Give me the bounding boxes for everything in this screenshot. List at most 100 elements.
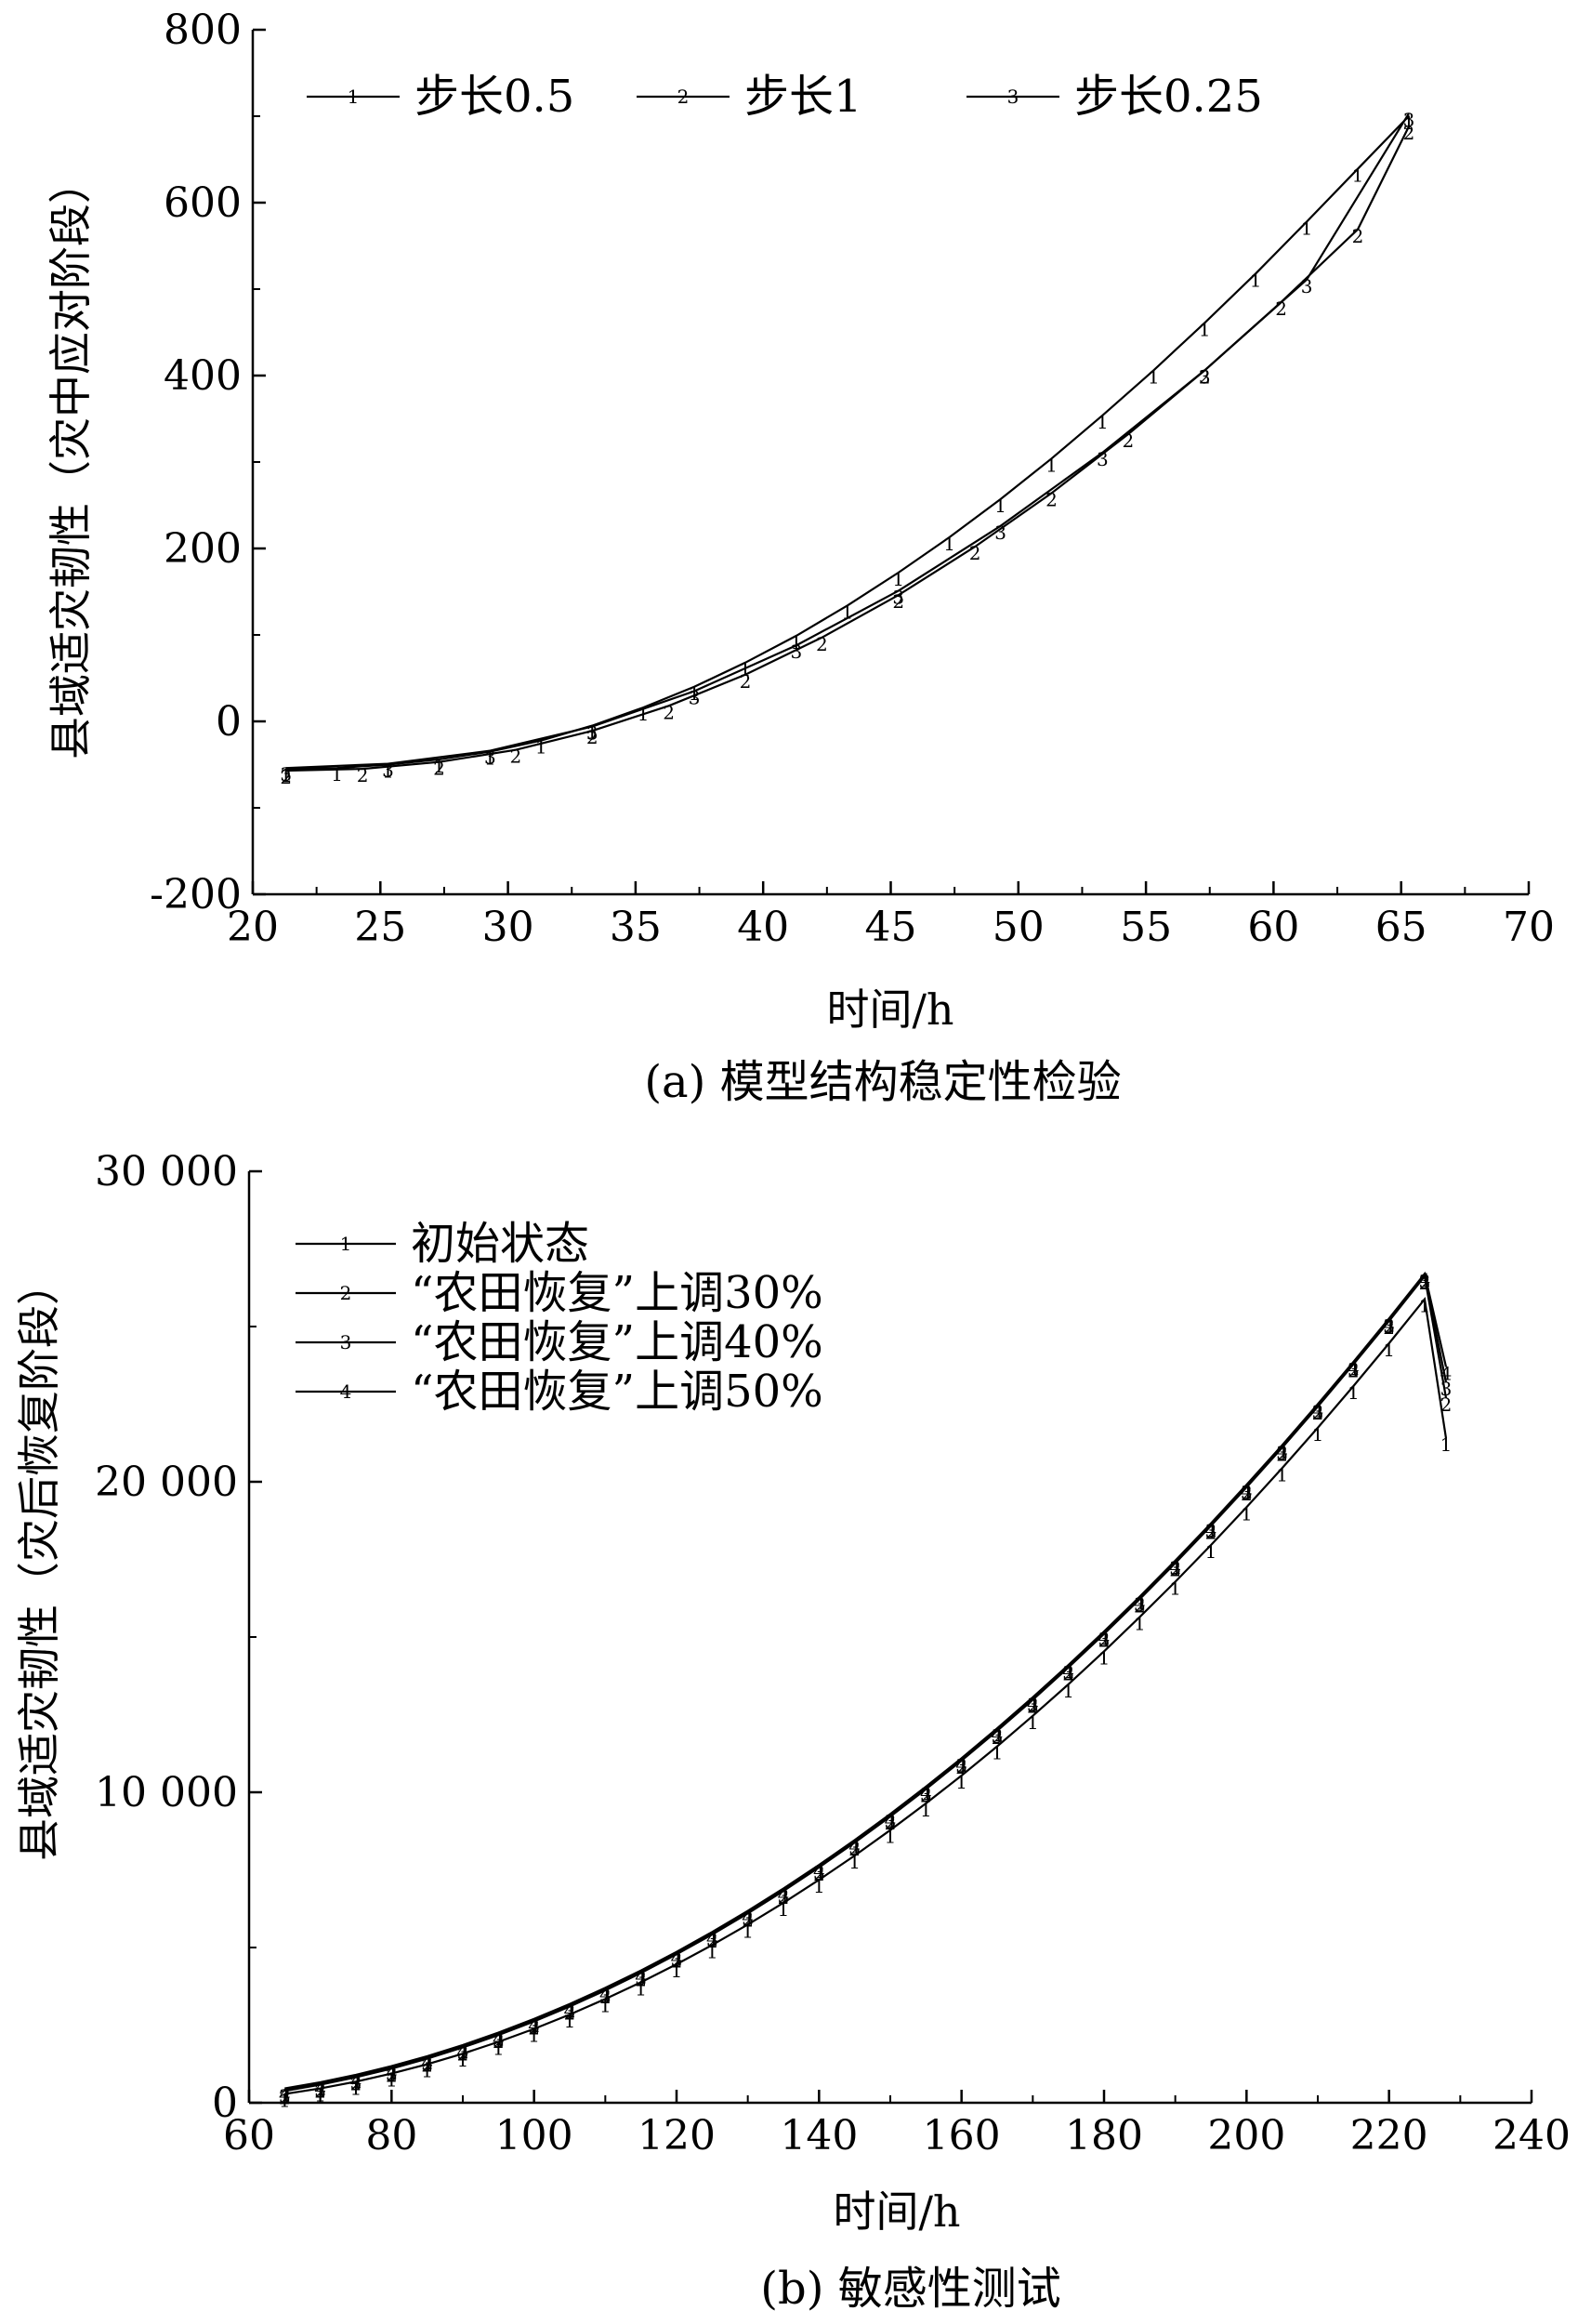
chart-b-series-1-marker: 1 [1027,1711,1039,1734]
chart-a-series-line-3 [285,112,1410,770]
chart-a-series-3-marker: 3 [1301,275,1313,297]
chart-a-series-2-marker: 2 [1403,122,1415,144]
chart-a-series-2-marker: 2 [892,590,904,613]
chart-a-x-tick-label: 45 [865,904,917,951]
chart-a-legend-marker-3: 3 [1007,86,1019,108]
chart-b-series-1-marker: 1 [314,2084,326,2106]
chart-b-series-1-marker: 1 [778,1898,790,1921]
chart-b-series-2-marker: 2 [279,2086,291,2108]
chart-b-legend-label-3: “农田恢复”上调40% [411,1316,823,1368]
chart-b-series-4-marker: 4 [350,2070,362,2093]
chart-b-series-4-marker: 4 [314,2078,326,2100]
chart-a-x-axis-label: 时间/h [826,984,953,1035]
chart-b-series-4-marker: 4 [742,1907,754,1929]
chart-a-series-3-marker: 3 [791,640,803,663]
chart-b-series-1-marker: 1 [635,1977,647,2000]
chart-a-series-3-marker: 3 [994,522,1006,544]
chart-b-y-tick-label: 10 000 [95,1769,238,1816]
chart-a-series-2-marker: 2 [357,764,369,786]
chart-b-series-1-marker: 1 [848,1851,861,1873]
chart-b-series-4-marker: 4 [955,1753,967,1776]
chart-b-series-2-marker: 2 [457,2043,469,2066]
chart-b-series-1-marker: 1 [1134,1613,1146,1635]
chart-a-ticks: 20 25 30 35 40 45 50 55 60 65 70 -200 0 200 400 600 800 [150,7,1555,951]
chart-b-series-3-marker: 3 [386,2063,398,2085]
chart-a-legend: 1 步长0.5 2 步长1 3 步长0.25 [307,71,1263,123]
chart-b-x-tick-label: 220 [1350,2112,1428,2159]
chart-a-y-tick-label: 0 [216,698,242,746]
chart-b-x-tick-label: 100 [495,2112,573,2159]
chart-b-x-tick-label: 60 [223,2112,275,2159]
chart-b-series-1-marker: 1 [1312,1423,1324,1446]
chart-a-series-3-marker: 3 [689,686,701,708]
chart-a-y-tick-label: -200 [150,871,242,918]
chart-b-series-1-marker: 1 [599,1994,611,2016]
chart-a-y-tick-label: 400 [164,352,242,400]
chart-a-series-1-marker: 1 [1301,217,1313,239]
chart-b-x-tick-label: 180 [1065,2112,1143,2159]
chart-a-series-2-marker: 2 [816,633,828,655]
chart-b-series-4-marker: 4 [706,1927,718,1949]
chart-a-x-tick-label: 20 [227,904,279,951]
chart-b-series-4-marker: 4 [1276,1441,1288,1463]
chart-b-series-4-marker: 4 [1169,1556,1181,1578]
chart-a-series-1-marker: 1 [994,495,1006,517]
chart-b-series-4-marker: 4 [848,1835,861,1857]
chart-b-series-1-marker: 1 [1440,1433,1453,1456]
chart-b-legend-marker-2: 2 [340,1282,352,1304]
chart-a-x-tick-label: 55 [1120,904,1172,951]
chart-a: 20 25 30 35 40 45 50 55 60 65 70-2000200400600800 … [46,7,1555,1108]
chart-b-series-4-marker: 4 [1098,1627,1111,1649]
chart-a-series-2-marker: 2 [1352,225,1364,247]
chart-b-series-1-marker: 1 [742,1920,754,1942]
chart-a-x-tick-label: 35 [610,904,662,951]
chart-b-series-4-marker: 4 [778,1884,790,1907]
chart-b-x-tick-label: 200 [1207,2112,1285,2159]
chart-b-series-1-marker: 1 [992,1742,1004,1764]
chart-a-series-2-marker: 2 [1275,297,1287,320]
chart-b-series-1-marker: 1 [1205,1540,1217,1563]
chart-b-series-1-marker: 1 [955,1771,967,1793]
chart-a-series-3-marker: 3 [586,722,598,745]
chart-b-x-tick-label: 120 [638,2112,716,2159]
chart-b-series-1-marker: 1 [813,1875,825,1897]
chart-b-series-2-marker: 2 [350,2073,362,2095]
chart-a-legend-label-3: 步长0.25 [1074,71,1263,123]
chart-b-series-1-marker: 1 [885,1826,897,1848]
chart-b-series-4-marker: 4 [1241,1480,1253,1502]
chart-b-series-1-marker: 1 [528,2025,540,2047]
chart-b-legend-marker-3: 3 [340,1331,352,1353]
chart-a-series-1-marker: 1 [1250,269,1262,291]
chart-b-series-1-marker: 1 [1062,1680,1074,1702]
chart-b-series-1-marker: 1 [386,2069,398,2092]
chart-a-series-3-marker: 3 [892,587,904,609]
chart-a-series-1-marker: 1 [1045,454,1058,476]
chart-b-x-tick-label: 80 [365,2112,417,2159]
chart-b-series-4-marker: 4 [1440,1362,1453,1384]
chart-a-series-2-marker: 2 [969,542,981,564]
chart-a-series-2-marker: 2 [509,746,521,768]
chart-b-series-3-marker: 3 [350,2071,362,2093]
chart-a-legend-marker-1: 1 [348,86,360,108]
chart-b-series-4-marker: 4 [457,2040,469,2063]
chart-a-series-1-marker: 1 [433,755,445,777]
chart-a-series-3-marker: 3 [1097,448,1109,470]
chart-b-series-1-marker: 1 [920,1799,932,1821]
chart-b-y-tick-label: 0 [212,2080,238,2127]
chart-a-series-1-marker: 1 [892,568,904,590]
chart-a-x-tick-label: 60 [1247,904,1299,951]
chart-a-x-tick-label: 25 [354,904,406,951]
chart-a-series-1-marker: 1 [1352,165,1364,187]
chart-b-series-1-marker: 1 [1419,1295,1431,1317]
chart-b-series-4-marker: 4 [493,2028,505,2051]
chart-a-caption: (a) 模型结构稳定性检验 [644,1056,1121,1108]
chart-b-series-1-marker: 1 [564,2010,576,2032]
chart-a-legend-marker-2: 2 [677,86,690,108]
chart-b-y-tick-label: 20 000 [95,1459,238,1506]
chart-b-series-4-marker: 4 [1312,1400,1324,1422]
chart-b-series-4-marker: 4 [599,1983,611,2005]
chart-b-series-4-marker: 4 [279,2084,291,2106]
